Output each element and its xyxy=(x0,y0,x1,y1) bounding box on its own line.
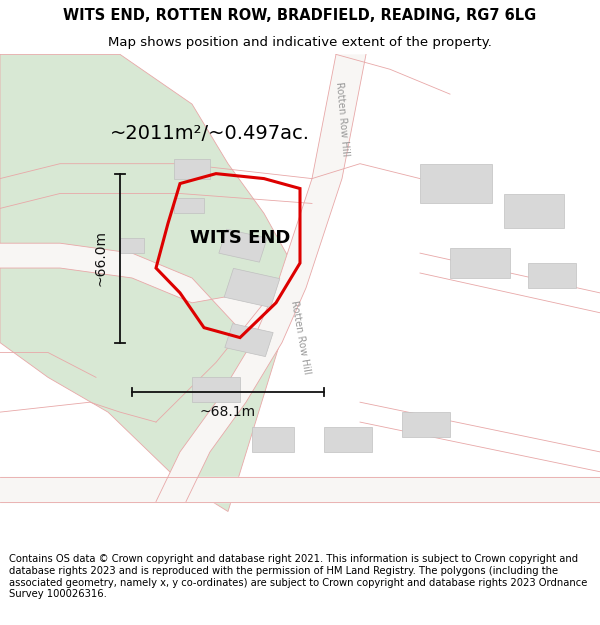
Text: ~66.0m: ~66.0m xyxy=(94,230,108,286)
Text: Map shows position and indicative extent of the property.: Map shows position and indicative extent… xyxy=(108,36,492,49)
Text: WITS END: WITS END xyxy=(190,229,290,248)
Bar xyxy=(174,159,210,179)
Bar xyxy=(402,412,450,437)
Bar xyxy=(192,378,240,402)
Polygon shape xyxy=(0,243,276,342)
Bar xyxy=(504,194,564,228)
Bar xyxy=(120,238,144,253)
Text: Rotten Row Hill: Rotten Row Hill xyxy=(289,300,311,375)
Text: ~68.1m: ~68.1m xyxy=(200,404,256,419)
Bar xyxy=(219,229,267,262)
Bar xyxy=(420,164,492,204)
Bar xyxy=(224,268,280,308)
Bar xyxy=(450,248,510,278)
Bar xyxy=(324,427,372,452)
Bar xyxy=(252,427,294,452)
Bar xyxy=(174,199,204,213)
Polygon shape xyxy=(156,54,366,501)
Text: Rotten Row Hill: Rotten Row Hill xyxy=(334,81,350,157)
Bar xyxy=(225,324,273,357)
Text: ~2011m²/~0.497ac.: ~2011m²/~0.497ac. xyxy=(110,124,310,143)
Polygon shape xyxy=(0,54,300,511)
Bar xyxy=(528,263,576,288)
Text: Contains OS data © Crown copyright and database right 2021. This information is : Contains OS data © Crown copyright and d… xyxy=(9,554,587,599)
Text: WITS END, ROTTEN ROW, BRADFIELD, READING, RG7 6LG: WITS END, ROTTEN ROW, BRADFIELD, READING… xyxy=(64,8,536,22)
